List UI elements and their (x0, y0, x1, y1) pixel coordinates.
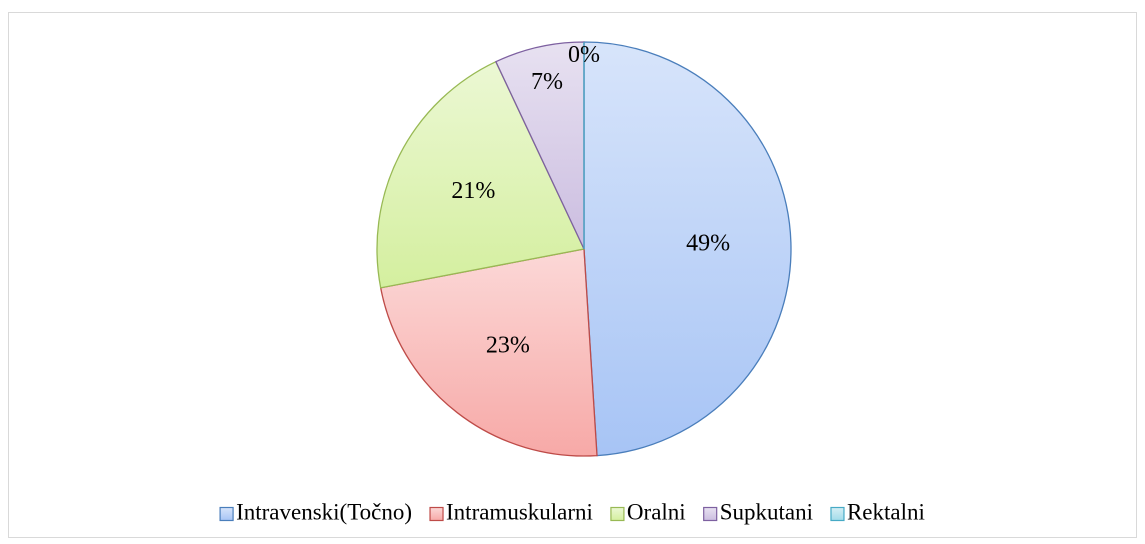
legend-label: Supkutani (720, 499, 813, 524)
data-label: 23% (486, 333, 530, 359)
legend-label: Rektalni (847, 499, 925, 524)
legend-label: Oralni (627, 499, 686, 524)
legend-swatch (219, 506, 234, 522)
data-label: 49% (686, 231, 730, 257)
pie-slice (376, 60, 585, 289)
pie-slice (583, 41, 792, 457)
legend-label: Intravenski(Točno) (236, 499, 412, 524)
data-label: 7% (531, 69, 563, 95)
pie-slice (379, 248, 598, 457)
legend-swatch (703, 506, 718, 522)
legend-swatch (429, 506, 444, 522)
legend-swatch (830, 506, 845, 522)
data-label: 0% (568, 42, 600, 68)
data-label: 21% (451, 178, 495, 204)
legend-swatch (610, 506, 625, 522)
legend-label: Intramuskularni (446, 499, 593, 524)
